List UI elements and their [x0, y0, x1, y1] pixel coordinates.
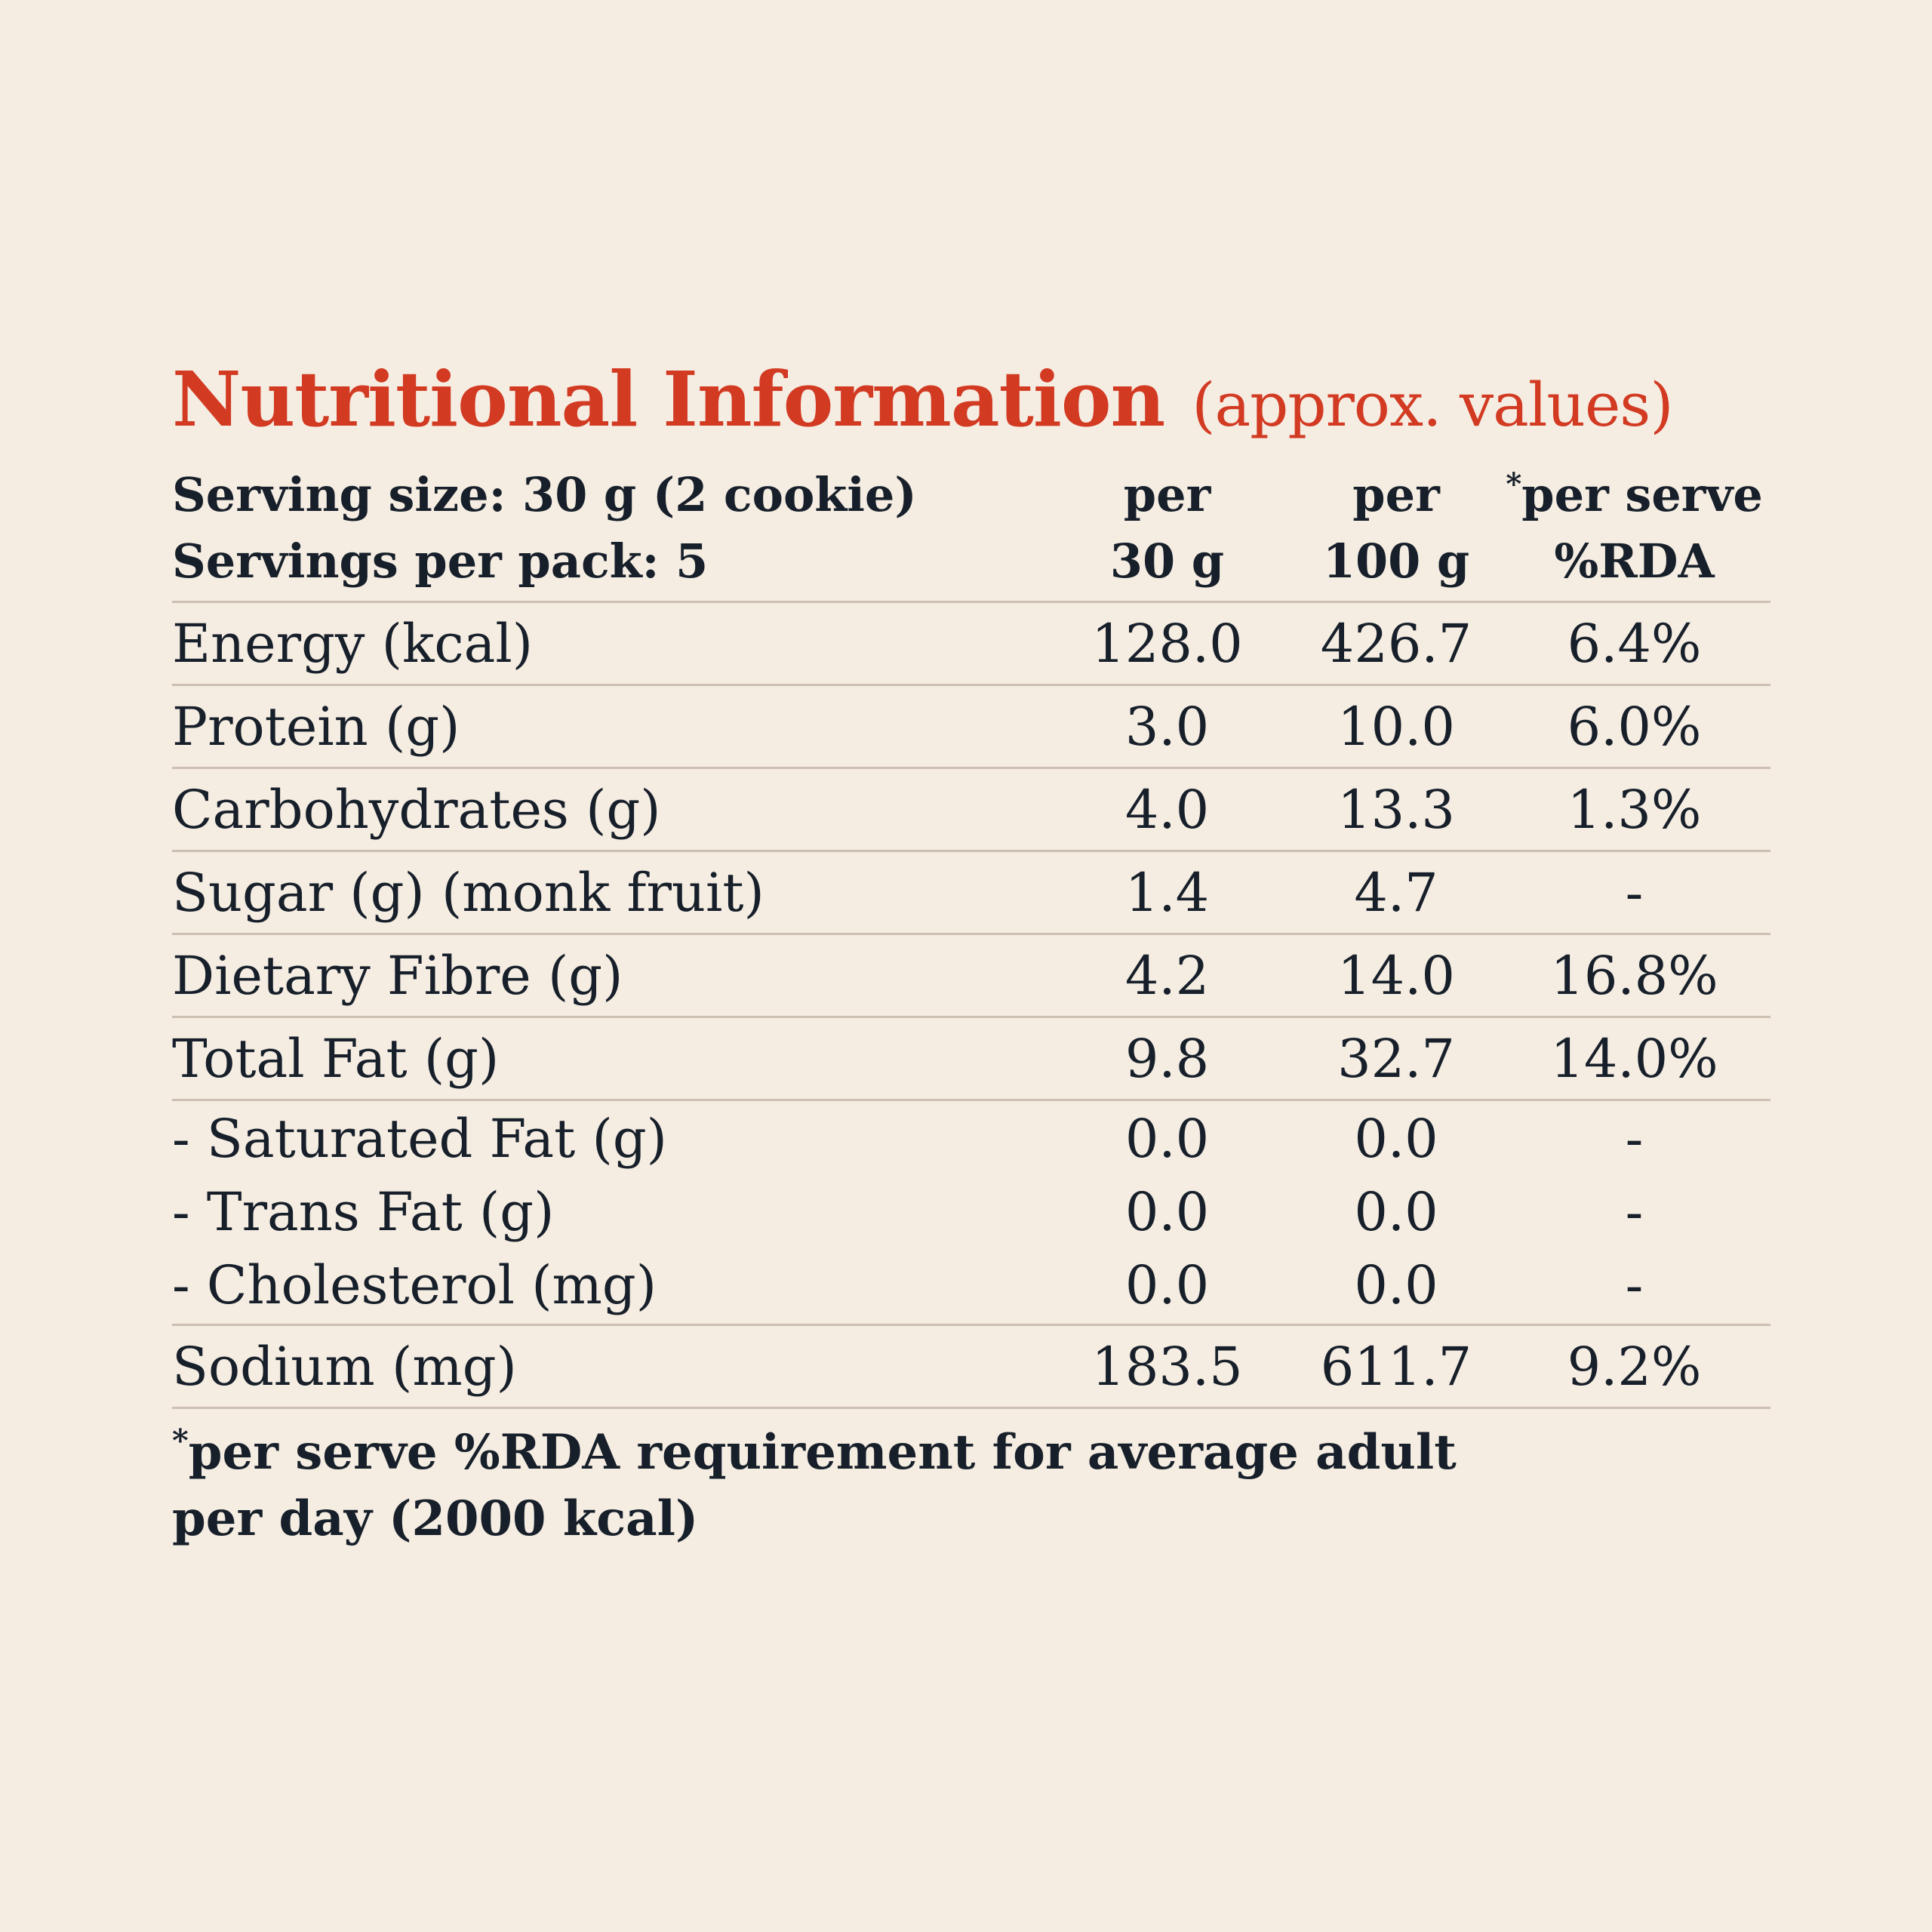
value-rda: -: [1625, 1254, 1644, 1316]
row-label-saturated-fat: - Saturated Fat (g): [172, 1108, 667, 1170]
value-per-100g: 32.7: [1337, 1027, 1455, 1090]
row-label: Protein (g): [172, 695, 460, 758]
value-per-30g: 128.0: [1091, 612, 1243, 675]
table-row-dietary-fibre: Dietary Fibre (g) 4.2 14.0 16.8%: [172, 935, 1770, 1018]
value-rda: 16.8%: [1550, 944, 1718, 1007]
footnote: *per serve %RDA requirement for average …: [172, 1420, 1531, 1552]
column-header-line: per: [1352, 467, 1440, 522]
value-per-30g: 3.0: [1124, 695, 1210, 758]
fat-breakdown-rda: - - -: [1498, 1101, 1770, 1324]
column-header-line: 30 g: [1109, 534, 1225, 589]
value-per-100g: 14.0: [1337, 944, 1455, 1007]
row-label: Sugar (g) (monk fruit): [172, 861, 764, 924]
page-title: Nutritional Information (approx. values): [172, 355, 1770, 460]
row-label-trans-fat: - Trans Fat (g): [172, 1181, 555, 1243]
asterisk: *: [172, 1422, 189, 1460]
column-header-line: *per serve: [1506, 465, 1763, 522]
table-row-protein: Protein (g) 3.0 10.0 6.0%: [172, 686, 1770, 769]
value-per-100g: 611.7: [1320, 1335, 1472, 1398]
fat-breakdown-per-30g: 0.0 0.0 0.0: [1040, 1101, 1294, 1324]
value-per-100g: 426.7: [1320, 612, 1472, 675]
table-row-energy: Energy (kcal) 128.0 426.7 6.4%: [172, 603, 1770, 686]
value-rda: 6.0%: [1567, 695, 1702, 758]
value-per-100g: 10.0: [1337, 695, 1455, 758]
value-per-30g: 1.4: [1124, 861, 1210, 924]
column-header-per-30g: per 30 g: [1040, 462, 1294, 595]
title-main: Nutritional Information: [172, 355, 1165, 444]
column-header-per-100g: per 100 g: [1294, 462, 1498, 595]
row-label: Dietary Fibre (g): [172, 944, 623, 1007]
value-rda: -: [1625, 1108, 1644, 1170]
value-per-30g: 4.2: [1124, 944, 1210, 1007]
serving-info: Serving size: 30 g (2 cookie) Servings p…: [172, 462, 1040, 595]
value-per-100g: 0.0: [1354, 1181, 1438, 1243]
row-label: Energy (kcal): [172, 612, 534, 675]
table-row-fat-breakdown: - Saturated Fat (g) - Trans Fat (g) - Ch…: [172, 1101, 1770, 1326]
value-rda: 14.0%: [1550, 1027, 1718, 1090]
serving-size: Serving size: 30 g (2 cookie): [172, 467, 917, 522]
table-row-carbohydrates: Carbohydrates (g) 4.0 13.3 1.3%: [172, 769, 1770, 852]
value-rda: 6.4%: [1567, 612, 1702, 675]
value-rda: 1.3%: [1567, 778, 1702, 841]
value-per-30g: 0.0: [1124, 1181, 1210, 1243]
value-rda: -: [1625, 1181, 1644, 1243]
row-label: Total Fat (g): [172, 1027, 500, 1090]
fat-breakdown-per-100g: 0.0 0.0 0.0: [1294, 1101, 1498, 1324]
asterisk: *: [1506, 465, 1522, 502]
fat-breakdown-labels: - Saturated Fat (g) - Trans Fat (g) - Ch…: [172, 1101, 1040, 1324]
column-header-rda: *per serve %RDA: [1498, 462, 1770, 595]
row-label: Sodium (mg): [172, 1335, 517, 1398]
value-per-100g: 13.3: [1337, 778, 1455, 841]
table-row-total-fat: Total Fat (g) 9.8 32.7 14.0%: [172, 1018, 1770, 1101]
value-rda: 9.2%: [1567, 1335, 1702, 1398]
value-rda: -: [1625, 861, 1644, 924]
footnote-line: per day (2000 kcal): [172, 1491, 699, 1547]
column-header-line: %RDA: [1554, 534, 1715, 589]
table-row-sodium: Sodium (mg) 183.5 611.7 9.2%: [172, 1326, 1770, 1409]
value-per-100g: 0.0: [1354, 1108, 1438, 1170]
value-per-30g: 0.0: [1124, 1254, 1210, 1316]
column-header-line: 100 g: [1322, 534, 1470, 589]
value-per-30g: 183.5: [1091, 1335, 1243, 1398]
table-row-sugar: Sugar (g) (monk fruit) 1.4 4.7 -: [172, 852, 1770, 935]
nutrition-panel: Nutritional Information (approx. values)…: [172, 355, 1770, 1552]
servings-per-pack: Servings per pack: 5: [172, 534, 709, 589]
value-per-100g: 4.7: [1354, 861, 1438, 924]
title-subtitle: (approx. values): [1192, 370, 1673, 440]
value-per-30g: 4.0: [1124, 778, 1210, 841]
value-per-30g: 0.0: [1124, 1108, 1210, 1170]
column-header-line: per: [1123, 467, 1211, 522]
value-per-30g: 9.8: [1124, 1027, 1210, 1090]
value-per-100g: 0.0: [1354, 1254, 1438, 1316]
row-label: Carbohydrates (g): [172, 778, 661, 841]
footnote-line: *per serve %RDA requirement for average …: [172, 1422, 1457, 1481]
row-label-cholesterol: - Cholesterol (mg): [172, 1254, 657, 1316]
table-header: Serving size: 30 g (2 cookie) Servings p…: [172, 460, 1770, 603]
